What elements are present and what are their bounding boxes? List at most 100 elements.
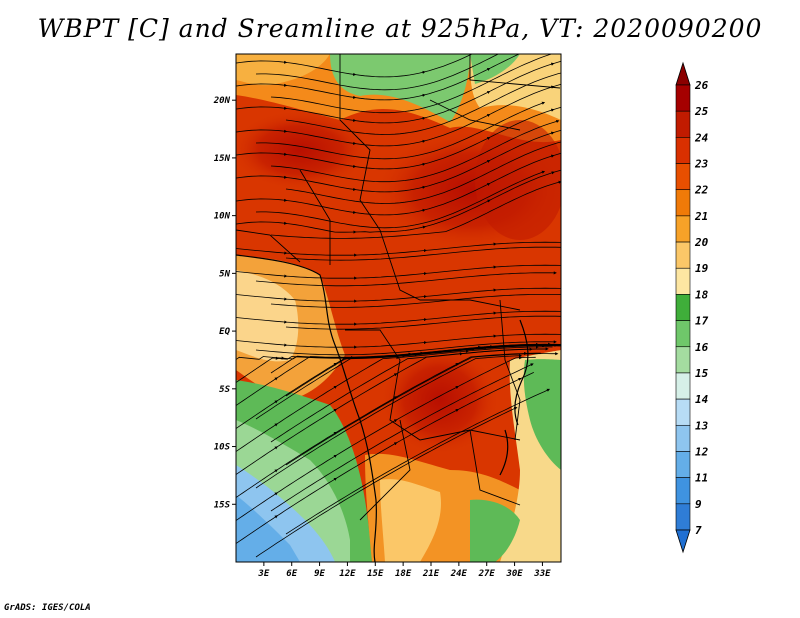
streamline xyxy=(285,352,559,466)
lat-tick-label: 10S xyxy=(214,443,231,453)
colorbar-label: 26 xyxy=(694,79,709,92)
streamline xyxy=(236,271,288,278)
streamline xyxy=(270,294,561,308)
streamline xyxy=(395,409,459,444)
colorbar-label: 14 xyxy=(695,393,709,406)
streamline xyxy=(255,170,546,229)
streamline xyxy=(270,119,560,183)
streamline xyxy=(423,160,491,188)
credit-text: GrADS: IGES/COLA xyxy=(4,603,91,613)
streamline xyxy=(495,287,561,291)
streamline xyxy=(255,54,500,91)
east-green-zone xyxy=(523,359,561,470)
streamline xyxy=(355,248,428,256)
streamline xyxy=(285,85,357,99)
lat-tick-label: 10N xyxy=(214,212,231,222)
south-central-yellow xyxy=(380,479,441,562)
country-borders xyxy=(236,54,561,521)
streamline xyxy=(236,400,278,430)
streamline xyxy=(425,311,497,320)
streamline xyxy=(285,71,561,135)
colorbar-top-arrow xyxy=(675,61,691,86)
streamline xyxy=(423,183,491,211)
lon-tick-label: 9E xyxy=(314,569,325,579)
streamline xyxy=(495,264,561,268)
lon-tick-label: 27E xyxy=(478,569,496,579)
streamline xyxy=(285,246,561,261)
lat-tick-label: 20N xyxy=(213,96,231,106)
streamline xyxy=(285,252,358,257)
streamline xyxy=(354,139,426,147)
colorbar-swatch xyxy=(675,241,691,269)
colorbar-swatch xyxy=(675,84,691,112)
streamline xyxy=(236,221,288,225)
colorbar-swatch xyxy=(675,503,691,531)
colorbar-swatch xyxy=(675,398,691,426)
streamline xyxy=(457,356,523,388)
colorbar: 26 25 24 23 22 21 20 19 18 17 16 15 14 13 12 11 9 7 xyxy=(675,61,709,554)
streamline xyxy=(236,129,288,133)
streamline xyxy=(236,515,278,545)
latitude-axis: 20N 15N 10N 5N EQ 5S 10S 15S xyxy=(213,96,236,510)
streamline xyxy=(423,137,491,165)
lon-tick-label: 30E xyxy=(505,569,523,579)
streamline xyxy=(276,385,338,425)
colorbar-label: 25 xyxy=(694,105,709,118)
colorbar-label: 9 xyxy=(695,498,702,511)
colorbar-label: 20 xyxy=(694,236,709,249)
streamline xyxy=(285,223,357,234)
streamline xyxy=(553,169,561,173)
streamline xyxy=(285,131,357,145)
streamline xyxy=(488,131,555,162)
lon-tick-label: 24E xyxy=(450,569,468,579)
streamline xyxy=(354,185,426,193)
streamline xyxy=(423,68,491,96)
streamline xyxy=(285,177,357,191)
streamline xyxy=(425,242,497,251)
colorbar-swatch xyxy=(675,189,691,217)
streamline xyxy=(355,271,428,279)
lon-tick-label: 15E xyxy=(367,569,384,579)
streamline xyxy=(276,355,342,379)
map-frame xyxy=(235,53,562,563)
colorbar-swatch xyxy=(675,215,691,243)
streamline xyxy=(488,54,520,70)
streamline xyxy=(236,106,288,110)
streamline xyxy=(467,345,540,352)
streamline xyxy=(285,140,561,204)
streamline xyxy=(236,492,278,522)
streamline xyxy=(236,198,288,202)
streamline xyxy=(395,386,459,421)
streamline xyxy=(488,62,555,93)
colorbar-swatch xyxy=(675,110,691,138)
streamline xyxy=(335,396,398,434)
colorbar-swatch xyxy=(675,346,691,374)
colorbar-label: 18 xyxy=(695,288,709,301)
south-atlantic-deep-blue xyxy=(236,495,300,562)
streamline xyxy=(285,345,561,397)
lon-tick-label: 21E xyxy=(422,569,440,579)
streamline xyxy=(488,154,555,185)
streamline xyxy=(236,248,288,255)
streamline xyxy=(236,469,278,499)
colorbar-swatch xyxy=(675,477,691,505)
lat-tick-label: 15N xyxy=(214,154,231,164)
streamline xyxy=(495,241,561,245)
streamline xyxy=(355,317,428,325)
streamline xyxy=(276,431,338,471)
streamline xyxy=(285,108,357,122)
lat-tick-label: EQ xyxy=(219,327,230,337)
streamline xyxy=(354,116,426,124)
streamline xyxy=(255,342,540,420)
streamline xyxy=(354,225,427,233)
streamline xyxy=(270,54,560,114)
colorbar-label: 13 xyxy=(695,419,709,432)
map-title: WBPT [C] and Sreamline at 925hPa, VT: 20… xyxy=(37,14,763,43)
streamline xyxy=(285,154,357,168)
streamline xyxy=(270,347,549,443)
streamline xyxy=(425,334,497,343)
streamline xyxy=(488,85,555,116)
west-coast-yellow xyxy=(236,270,299,362)
streamline xyxy=(397,349,470,358)
